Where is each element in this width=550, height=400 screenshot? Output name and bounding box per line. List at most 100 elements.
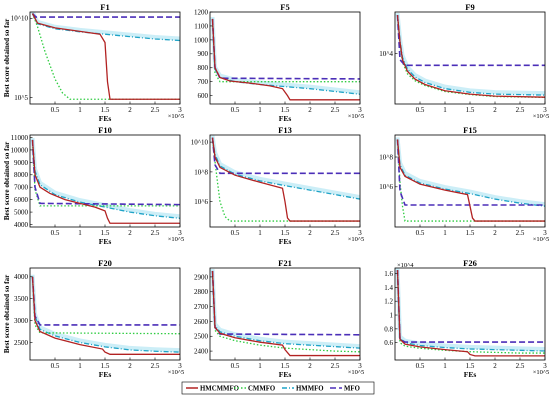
x-tick-label: 0.5 [416,106,425,114]
x-tick-label: 1.5 [466,362,475,370]
chart-title: F9 [465,2,474,12]
y-tick-label: 9000 [14,159,29,167]
series-group [30,12,180,100]
series-band-hmmfo [30,137,180,219]
x-scale-note: ×10^5 [533,236,549,243]
x-tick-label: 1.5 [466,106,475,114]
chart-title: F15 [463,125,477,135]
x-tick-label: 1.5 [466,229,475,237]
y-tick-label: 4000 [14,221,29,229]
series-line-hmmfo [396,139,545,207]
y-tick-label: 1 [390,311,394,319]
series-line-cmmfo [211,18,360,83]
legend: HMCMMFO CMMFO HMMFO MFO [181,381,375,395]
chart-panels: 0.5 1 1.5 2 2.5 3 10^10 10^5 F1 ×10^5 FEs Best scor… [3,2,549,379]
x-tick-label: 3 [358,229,362,237]
x-scale-note: ×10^5 [168,369,184,376]
x-tick-label: 0.5 [231,362,240,370]
y-tick-label: 2500 [14,339,29,347]
x-tick-label: 2.5 [331,106,340,114]
x-tick-label: 1.5 [281,229,290,237]
series-group [30,274,180,355]
x-tick-label: 2.5 [331,229,340,237]
series-line-hmcmmfo [396,139,545,222]
series-line-hmmfo [31,276,180,353]
y-tick-label: 10000 [11,146,29,154]
series-line-mfo [31,276,180,326]
chart-panel-f1: 0.5 1 1.5 2 2.5 3 10^10 10^5 F1 ×10^5 FEs Best scor… [3,2,184,123]
x-tick-label: 2.5 [331,362,340,370]
series-band-hmmfo [395,268,545,352]
y-tick-label: 1.4 [384,284,393,292]
y-tick-label: 10^8 [194,168,208,176]
chart-panel-f10: 0.5 1 1.5 2 2.5 3 4000 5000 6000 7000 8000 9000 1000… [3,125,184,246]
y-tick-label: 1100 [194,22,208,30]
y-axis-label: Best score obtained so far [3,141,11,220]
x-tick-label: 2.5 [516,362,525,370]
chart-title: F13 [278,125,292,135]
series-line-hmmfo [211,270,360,349]
y-axis-label: Best score obtained so far [3,18,11,97]
x-scale-note: ×10^5 [348,369,364,376]
x-tick-label: 1 [443,362,447,370]
legend-label-cmmfo: CMMFO [248,386,275,393]
x-scale-note: ×10^5 [168,113,184,120]
y-tick-label: 10^8 [379,153,393,161]
x-tick-label: 1 [78,362,82,370]
legend-label-mfo: MFO [344,386,360,393]
x-axis-label: FEs [279,237,292,246]
series-band-hmmfo [210,268,360,349]
x-tick-label: 3 [178,106,182,114]
x-tick-label: 3 [543,229,547,237]
y-scale-note: ×10^4 [397,262,414,269]
x-tick-label: 2 [493,362,497,370]
y-tick-label: 1.2 [384,298,393,306]
y-tick-label: 10^5 [14,94,28,102]
series-group [210,268,360,357]
chart-title: F26 [463,258,477,268]
y-tick-label: 10^6 [194,198,208,206]
y-tick-label: 2400 [194,347,209,355]
series-line-cmmfo [396,15,545,99]
x-axis-label: FEs [464,370,477,379]
x-tick-label: 1.5 [281,106,290,114]
y-tick-label: 10^10 [191,139,209,147]
y-tick-label: 4000 [14,273,29,281]
x-tick-label: 2 [308,229,312,237]
x-axis-label: FEs [279,370,292,379]
x-tick-label: 2 [493,229,497,237]
x-tick-label: 1 [443,106,447,114]
x-tick-label: 1 [78,229,82,237]
x-tick-label: 0.5 [416,362,425,370]
x-tick-label: 2.5 [151,362,160,370]
chart-title: F5 [280,2,289,12]
x-tick-label: 3 [178,362,182,370]
series-line-hmmfo [396,270,545,352]
series-band-hmmfo [30,274,180,353]
legend-label-hmcmmfo: HMCMMFO [200,386,239,393]
y-tick-label: 1.6 [384,270,393,278]
chart-panel-f20: 0.5 1 1.5 2 2.5 3 2500 3000 3500 4000 F20 ×10^5 FEs B… [3,258,184,379]
legend-label-hmmfo: HMMFO [296,386,324,393]
x-tick-label: 0.5 [231,106,240,114]
chart-title: F1 [100,2,109,12]
x-tick-label: 2 [308,106,312,114]
y-tick-label: 700 [198,78,209,86]
y-axis-label: Best score obtained so far [3,274,11,353]
axes-box [209,134,361,228]
x-scale-note: ×10^5 [533,369,549,376]
y-tick-label: 900 [198,50,209,58]
x-tick-label: 3 [358,106,362,114]
chart-panel-f15: 0.5 1 1.5 2 2.5 3 10^8 10^6 F15 ×10^5 [379,125,549,243]
x-tick-label: 2.5 [516,229,525,237]
x-tick-label: 2 [128,106,132,114]
y-tick-label: 0.8 [384,325,393,333]
y-tick-label: 2700 [194,303,209,311]
series-line-cmmfo [211,270,360,353]
chart-panel-f21: 0.5 1 1.5 2 2.5 3 2400 2500 2600 2700 2800 2900 F21 ×… [194,258,364,379]
series-line-hmcmmfo [31,13,180,100]
series-band-hmmfo [30,12,180,41]
x-scale-note: ×10^5 [168,236,184,243]
x-tick-label: 0.5 [51,362,60,370]
series-group [395,137,545,222]
